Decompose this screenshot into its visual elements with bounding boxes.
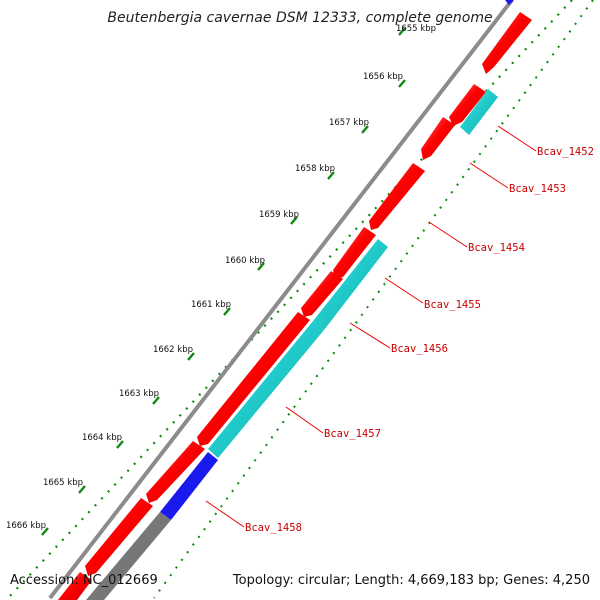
forward-gene	[482, 12, 532, 74]
gene-callout-line	[349, 322, 391, 349]
gene-label: Bcav_1457	[324, 428, 381, 440]
scale-tick-label: 1655 kbp	[396, 24, 436, 34]
gray-feature	[86, 512, 171, 600]
scale-major-tick	[361, 125, 369, 134]
genome-summary: Topology: circular; Length: 4,669,183 bp…	[232, 573, 590, 588]
reverse-gene	[460, 89, 498, 135]
scale-major-tick	[187, 352, 195, 361]
map-title: Beutenbergia cavernae DSM 12333, complet…	[107, 10, 493, 26]
forward-gene	[333, 227, 376, 279]
gene-callout-line	[205, 500, 245, 528]
scale-tick-label: 1659 kbp	[259, 210, 299, 220]
forward-gene	[146, 441, 205, 503]
scale-major-tick	[398, 27, 406, 36]
scale-major-tick	[290, 216, 298, 225]
gene-label: Bcav_1456	[391, 343, 448, 355]
gene-callout-line	[428, 221, 468, 248]
scale-major-tick	[398, 79, 406, 88]
scale-tick-label: 1663 kbp	[119, 389, 159, 399]
gene-label: Bcav_1452	[537, 146, 594, 158]
inner-minor-ticks	[153, 0, 594, 599]
scale-major-tick	[152, 396, 160, 405]
gene-label: Bcav_1458	[245, 522, 302, 534]
forward-gene	[301, 271, 343, 317]
reverse-gene	[313, 239, 388, 330]
scale-ticks: 1655 kbp 1656 kbp 1657 kbp 1658 kbp 1659 kbp…	[6, 24, 436, 536]
scale-major-tick	[223, 307, 231, 316]
forward-gene	[449, 84, 486, 126]
gene-callout-line	[469, 162, 509, 189]
gene-callout-line	[285, 406, 324, 434]
genome-backbone	[48, 0, 514, 600]
scale-tick-label: 1664 kbp	[82, 433, 122, 443]
scale-minor-ticks	[7, 0, 573, 599]
scale-tick-label: 1658 kbp	[295, 164, 335, 174]
scale-tick-label: 1661 kbp	[191, 300, 231, 310]
scale-major-tick	[327, 171, 335, 180]
scale-tick-label: 1665 kbp	[43, 478, 83, 488]
forward-gene	[197, 312, 310, 446]
scale-tick-label: 1656 kbp	[363, 72, 403, 82]
forward-gene	[369, 163, 425, 230]
gene-label: Bcav_1453	[509, 183, 566, 195]
gene-callout-line	[497, 125, 537, 152]
forward-gene	[85, 498, 153, 576]
gene-label: Bcav_1455	[424, 299, 481, 311]
accession-text: Accession: NC_012669	[10, 573, 158, 588]
scale-major-tick	[116, 440, 124, 449]
scale-major-tick	[257, 262, 265, 271]
forward-gene	[421, 117, 455, 160]
scale-major-tick	[41, 527, 49, 536]
scale-tick-label: 1660 kbp	[225, 256, 265, 266]
scale-tick-label: 1657 kbp	[329, 118, 369, 128]
scale-tick-label: 1666 kbp	[6, 521, 46, 531]
gene-labels: Bcav_1452 Bcav_1453 Bcav_1454 Bcav_1455 Bcav…	[205, 125, 594, 534]
scale-major-tick	[78, 485, 86, 494]
gene-callout-line	[384, 277, 424, 304]
blue-feature	[505, 0, 514, 5]
blue-feature	[160, 452, 218, 520]
forward-gene	[58, 572, 92, 600]
gene-label: Bcav_1454	[468, 242, 525, 254]
scale-tick-label: 1662 kbp	[153, 345, 193, 355]
reverse-gene	[208, 321, 324, 458]
